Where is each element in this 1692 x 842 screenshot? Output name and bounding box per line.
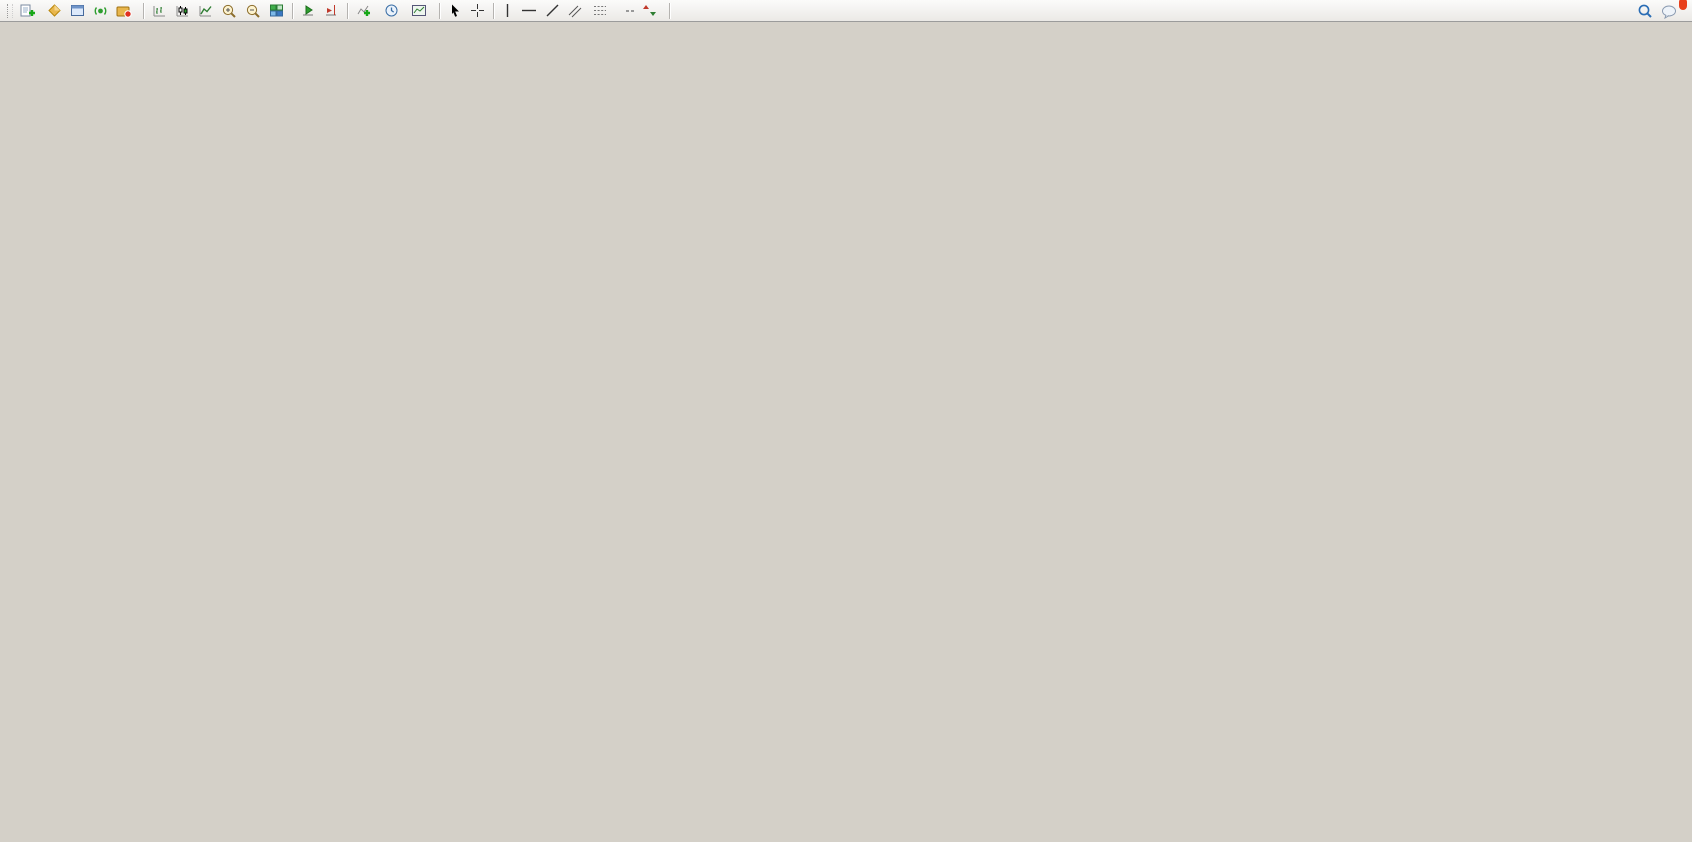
template-icon <box>411 3 427 18</box>
metaeditor-button[interactable] <box>43 1 66 21</box>
autotrading-button[interactable] <box>112 1 139 21</box>
signal-icon <box>93 3 108 18</box>
chat-bubble-icon <box>1661 3 1678 19</box>
main-toolbar <box>0 0 1692 22</box>
trendline-icon <box>545 3 560 18</box>
new-order-button[interactable] <box>16 1 43 21</box>
vertical-line-icon <box>502 3 513 18</box>
periods-button[interactable] <box>380 1 407 21</box>
signals-button[interactable] <box>89 1 112 21</box>
zoom-in-icon <box>221 3 237 19</box>
candlestick-icon <box>175 3 190 18</box>
trendline-tool-button[interactable] <box>541 1 564 21</box>
indicators-icon <box>356 3 372 18</box>
notifications-button[interactable] <box>1657 0 1687 21</box>
search-icon <box>1637 3 1653 19</box>
auto-scroll-icon <box>301 3 316 18</box>
tile-windows-button[interactable] <box>265 1 288 21</box>
toolbar-separator <box>292 2 293 19</box>
vertical-line-tool-button[interactable] <box>498 1 517 21</box>
market-window-button[interactable] <box>66 1 89 21</box>
toolbar-separator <box>493 2 494 19</box>
channel-tool-button[interactable] <box>564 1 589 21</box>
line-chart-mode-button[interactable] <box>194 1 217 21</box>
chart-shift-icon <box>324 3 339 18</box>
line-chart-icon <box>198 3 213 18</box>
equidistant-channel-icon <box>568 3 582 18</box>
text-tool-button[interactable] <box>614 1 622 21</box>
toolbar-separator <box>143 2 144 19</box>
toolbar-separator <box>347 2 348 19</box>
crosshair-icon <box>470 3 485 18</box>
toolbar-separator <box>669 2 670 19</box>
bar-chart-mode-button[interactable] <box>148 1 171 21</box>
templates-button[interactable] <box>407 1 435 21</box>
horizontal-line-icon <box>521 3 537 18</box>
zoom-in-button[interactable] <box>217 1 241 21</box>
bar-chart-icon <box>152 3 167 18</box>
notification-badge <box>1679 0 1687 10</box>
arrows-tool-icon <box>642 3 657 18</box>
chart-shift-button[interactable] <box>320 1 343 21</box>
candlestick-mode-button[interactable] <box>171 1 194 21</box>
cursor-tool-button[interactable] <box>444 1 466 21</box>
fibonacci-icon <box>593 3 607 18</box>
horizontal-line-tool-button[interactable] <box>517 1 541 21</box>
auto-scroll-button[interactable] <box>297 1 320 21</box>
clock-icon <box>384 3 399 18</box>
zoom-out-button[interactable] <box>241 1 265 21</box>
cursor-icon <box>448 3 462 18</box>
autotrading-icon <box>116 3 132 18</box>
arrows-tool-button[interactable] <box>638 1 665 21</box>
label-tool-button[interactable] <box>622 1 638 21</box>
search-button[interactable] <box>1633 1 1657 21</box>
toolbar-separator <box>439 2 440 19</box>
new-order-icon <box>20 3 36 18</box>
tile-windows-icon <box>269 3 284 18</box>
fibonacci-tool-button[interactable] <box>589 1 614 21</box>
toolbar-grip[interactable] <box>7 3 13 18</box>
blue-window-icon <box>70 3 85 18</box>
zoom-out-icon <box>245 3 261 19</box>
crosshair-tool-button[interactable] <box>466 1 489 21</box>
indicators-button[interactable] <box>352 1 380 21</box>
label-tool-icon <box>626 9 634 12</box>
gold-gem-icon <box>47 3 62 18</box>
